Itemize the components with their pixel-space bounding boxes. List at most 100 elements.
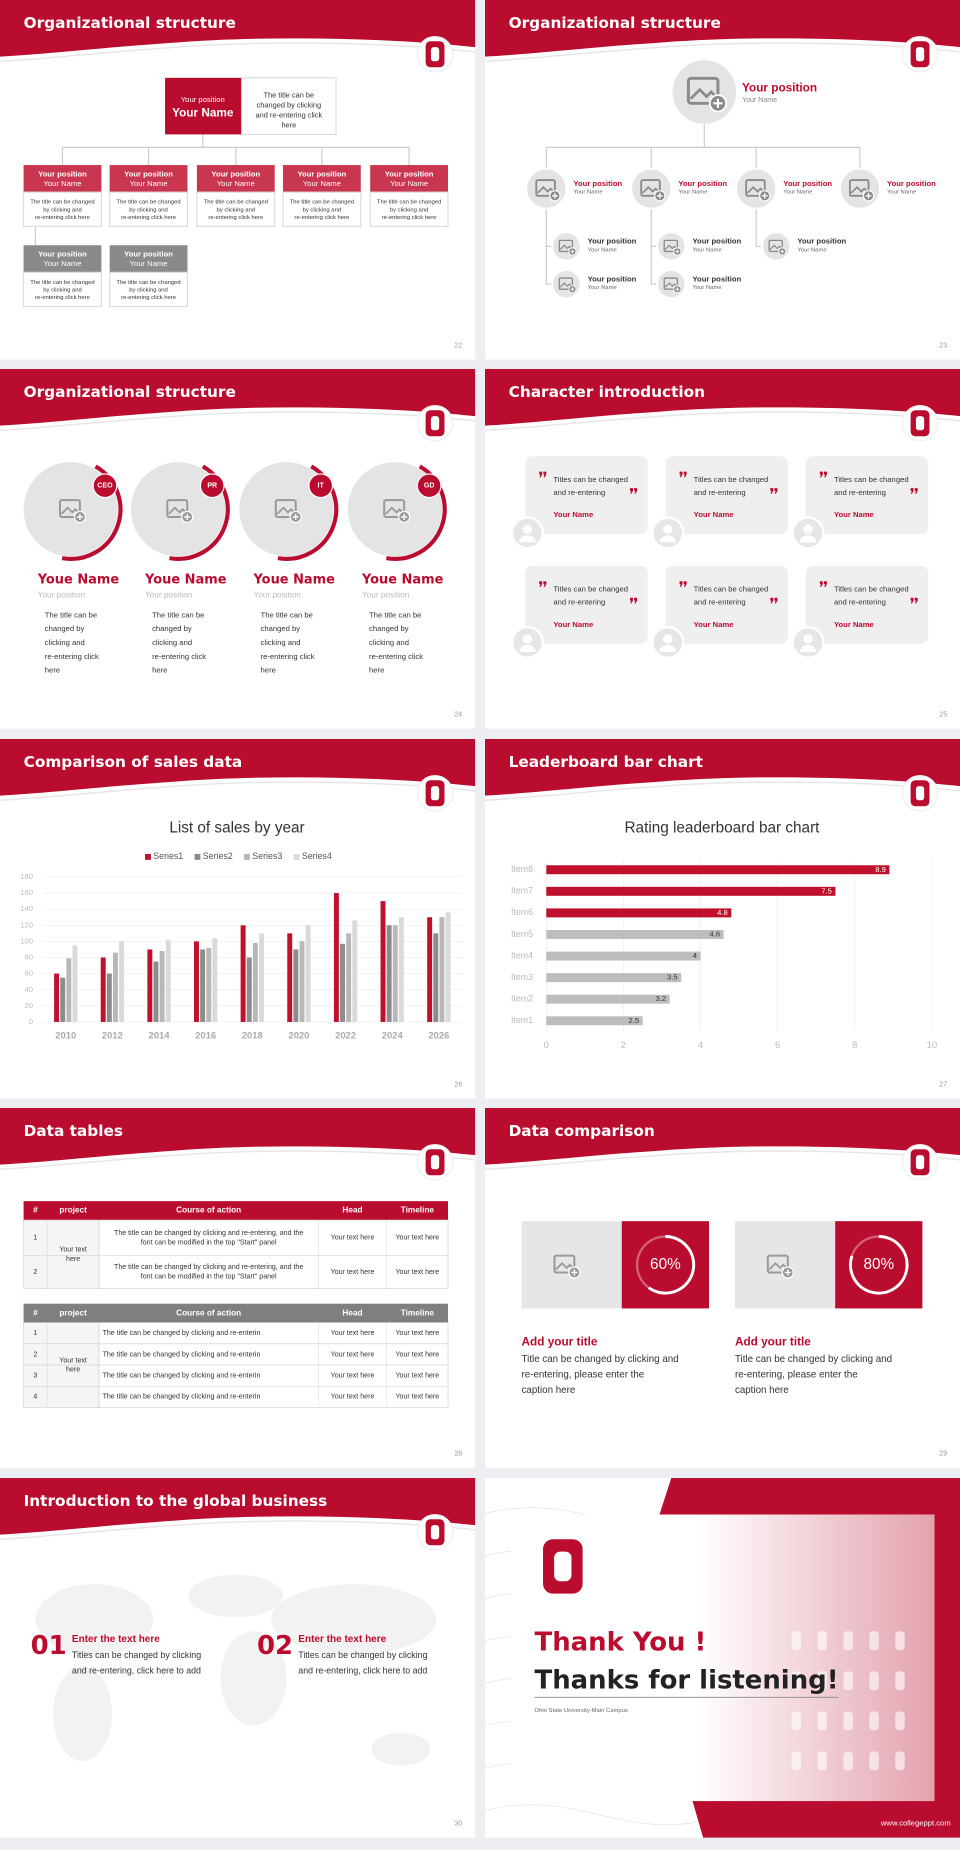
header-band [0, 1478, 476, 1535]
name: Your Name [588, 248, 617, 254]
quote-text: Titles can be changed and re-entering [834, 585, 909, 607]
bar [259, 933, 264, 1022]
member-box [196, 165, 275, 193]
image-icon [663, 277, 679, 290]
map-shape [53, 1666, 113, 1761]
image-icon [401, 513, 408, 521]
page-number: 28 [454, 1450, 462, 1457]
avatar-head [663, 634, 673, 644]
avatar-body [799, 644, 817, 652]
bar [212, 938, 218, 1022]
cell: The title can be changed by clicking and… [114, 1264, 303, 1280]
image-icon [642, 185, 660, 194]
header-band [485, 0, 960, 57]
header-cell: Course of action [176, 1206, 241, 1215]
header-shadow [0, 1150, 476, 1171]
slide: Comparison of sales data 26 List of sales … [0, 739, 476, 1099]
x-tick-label: 2020 [288, 1030, 309, 1041]
header-shadow [0, 411, 476, 432]
text-line: here [281, 121, 296, 130]
text-line: The title can be changed [30, 199, 94, 205]
x-tick-label: 2022 [335, 1030, 356, 1041]
connector [34, 134, 410, 246]
node [525, 167, 568, 210]
header-band [0, 0, 476, 57]
position: Your position [588, 237, 637, 246]
bar [147, 949, 153, 1022]
position: Your position [693, 237, 742, 246]
window [817, 1711, 827, 1731]
text-line: The title can be [264, 90, 315, 99]
slide: Introduction to the global business 30 01 E… [0, 1478, 476, 1838]
header-cell: project [59, 1308, 87, 1317]
percent-arc [849, 1235, 909, 1295]
image-icon [555, 1261, 574, 1271]
position: Your position [38, 170, 87, 179]
image-icon [76, 513, 84, 521]
image-icon [640, 179, 661, 197]
window [895, 1751, 905, 1771]
text-line: re-entering click here [208, 214, 263, 220]
logo-hole [915, 1155, 925, 1170]
window [817, 1631, 827, 1651]
text-line: Your text [59, 1357, 87, 1364]
logo-hole [554, 1551, 572, 1582]
logo-hole [430, 416, 440, 431]
page-number: 23 [939, 342, 947, 349]
x-tick-label: 6 [775, 1039, 780, 1050]
image-icon [570, 249, 575, 254]
cell: Your text here [331, 1394, 375, 1401]
image-icon [184, 513, 191, 521]
cell: The title can be changed by clicking and… [103, 1330, 261, 1337]
text-line: by clicking and [303, 207, 342, 213]
text-line: Titles can be changed [553, 585, 628, 594]
x-tick-label: 2016 [195, 1030, 216, 1041]
item-title: Enter the text here [298, 1634, 386, 1645]
text-line: by clicking and [390, 207, 429, 213]
text-line: changed by clicking [257, 100, 322, 109]
image-icon [675, 287, 680, 292]
bar [72, 945, 78, 1022]
quote-mark [630, 488, 638, 494]
text-line: here [66, 1367, 80, 1374]
cell: Your text here [396, 1235, 440, 1242]
name: Your Name [573, 190, 602, 196]
text-line: clicking and [45, 638, 85, 647]
card-title: Add your title [522, 1336, 598, 1349]
window [843, 1751, 853, 1771]
image-icon [686, 76, 720, 105]
position: Your position [124, 250, 173, 259]
header-band [485, 369, 960, 426]
text-line: and re-entering, click here to add [72, 1666, 201, 1676]
note: The title can be changed by clicking and r… [30, 199, 94, 220]
y-tick-label: 40 [24, 985, 33, 994]
y-tick-label: 120 [20, 920, 33, 929]
image-icon [60, 506, 80, 515]
bar [159, 951, 165, 1022]
image-icon [746, 185, 764, 194]
name: Youe Name [37, 573, 120, 588]
y-tick-label: 100 [20, 936, 33, 945]
position: Your position [588, 274, 637, 283]
bar [299, 941, 305, 1022]
name: Your Name [693, 248, 722, 254]
member-box [282, 165, 361, 193]
y-tick-label: 140 [20, 904, 33, 913]
logo-hole [915, 416, 925, 431]
avatar-head [522, 634, 533, 644]
table-header [23, 1303, 449, 1323]
image-panel [734, 1221, 836, 1309]
y-tick-label: Item5 [511, 929, 533, 939]
image-icon [559, 244, 572, 250]
cell: 4 [33, 1394, 37, 1401]
image-icon [745, 179, 766, 197]
position: Your position [38, 250, 87, 259]
x-tick-label: 0 [544, 1039, 549, 1050]
cell: Your text here [396, 1373, 440, 1380]
position: Your position [181, 95, 225, 104]
y-tick-label: Item3 [511, 972, 533, 982]
cell: Your text here [396, 1269, 440, 1276]
image-icon [850, 185, 868, 194]
window [869, 1631, 879, 1651]
bar [546, 1016, 643, 1026]
